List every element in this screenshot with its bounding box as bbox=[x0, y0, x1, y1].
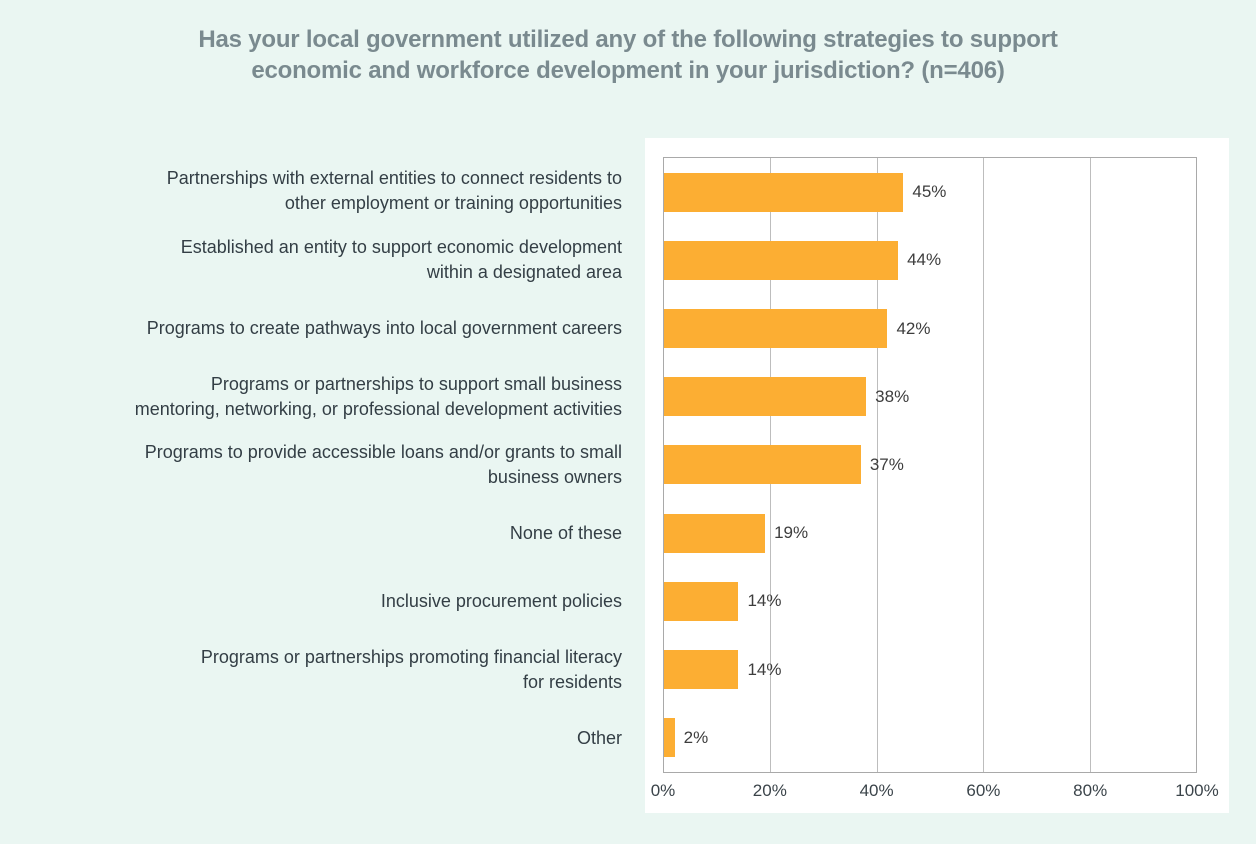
category-row: Programs or partnerships to support smal… bbox=[0, 362, 622, 430]
category-label: Programs or partnerships to support smal… bbox=[134, 373, 622, 419]
category-row: Partnerships with external entities to c… bbox=[0, 157, 622, 225]
category-row: Other bbox=[0, 705, 622, 773]
bar-row: 2% bbox=[664, 704, 1196, 772]
bar-row: 14% bbox=[664, 636, 1196, 704]
bar-row: 45% bbox=[664, 158, 1196, 226]
gridline bbox=[876, 158, 878, 772]
category-label: None of these bbox=[509, 522, 622, 543]
bar-row: 14% bbox=[664, 567, 1196, 635]
x-axis-tick: 20% bbox=[752, 781, 787, 800]
bar-row: 44% bbox=[664, 226, 1196, 294]
bar bbox=[664, 581, 739, 621]
bar-row: 19% bbox=[664, 499, 1196, 567]
value-label: 42% bbox=[896, 318, 931, 338]
value-label: 45% bbox=[912, 182, 947, 202]
category-label: Other bbox=[576, 728, 622, 749]
bar bbox=[664, 309, 888, 349]
bar-row: 38% bbox=[664, 363, 1196, 431]
chart-panel: 45% 44% 42% 38% 37% 19% 14% 14% 2% 0% 20% 40% 60% 80… bbox=[645, 138, 1229, 813]
value-label: 44% bbox=[907, 250, 942, 270]
bar bbox=[664, 172, 904, 212]
bar bbox=[664, 513, 766, 553]
value-label: 2% bbox=[683, 727, 709, 747]
bar bbox=[664, 377, 867, 417]
bar-row: 37% bbox=[664, 431, 1196, 499]
value-label: 37% bbox=[869, 454, 904, 474]
value-label: 14% bbox=[747, 591, 782, 611]
category-label: Programs to create pathways into local g… bbox=[146, 317, 622, 338]
bar-row: 42% bbox=[664, 294, 1196, 362]
value-label: 14% bbox=[747, 659, 782, 679]
gridline bbox=[1089, 158, 1091, 772]
category-row: Established an entity to support economi… bbox=[0, 225, 622, 293]
category-row: Inclusive procurement policies bbox=[0, 568, 622, 636]
value-label: 38% bbox=[875, 386, 910, 406]
x-axis-tick: 80% bbox=[1073, 781, 1108, 800]
x-axis-tick: 60% bbox=[966, 781, 1001, 800]
category-row: None of these bbox=[0, 499, 622, 567]
plot-area: 45% 44% 42% 38% 37% 19% 14% 14% 2% bbox=[663, 157, 1197, 773]
x-axis-tick: 100% bbox=[1175, 781, 1219, 800]
x-axis: 0% 20% 40% 60% 80% 100% bbox=[651, 781, 1219, 807]
category-label: Programs or partnerships promoting finan… bbox=[200, 647, 622, 693]
value-label: 19% bbox=[774, 523, 809, 543]
chart-title: Has your local government utilized any o… bbox=[198, 26, 1058, 84]
category-label: Inclusive procurement policies bbox=[380, 591, 622, 612]
bar bbox=[664, 718, 675, 758]
category-labels: Partnerships with external entities to c… bbox=[0, 157, 622, 773]
category-label: Established an entity to support economi… bbox=[180, 236, 622, 282]
category-label: Programs to provide accessible loans and… bbox=[144, 441, 622, 487]
category-row: Programs to create pathways into local g… bbox=[0, 294, 622, 362]
gridline bbox=[983, 158, 985, 772]
bar bbox=[664, 650, 739, 690]
x-axis-tick: 0% bbox=[650, 781, 676, 800]
x-axis-tick: 40% bbox=[859, 781, 894, 800]
category-row: Programs to provide accessible loans and… bbox=[0, 431, 622, 499]
bar bbox=[664, 445, 861, 485]
category-label: Partnerships with external entities to c… bbox=[166, 168, 622, 214]
bar bbox=[664, 240, 899, 280]
category-row: Programs or partnerships promoting finan… bbox=[0, 636, 622, 704]
